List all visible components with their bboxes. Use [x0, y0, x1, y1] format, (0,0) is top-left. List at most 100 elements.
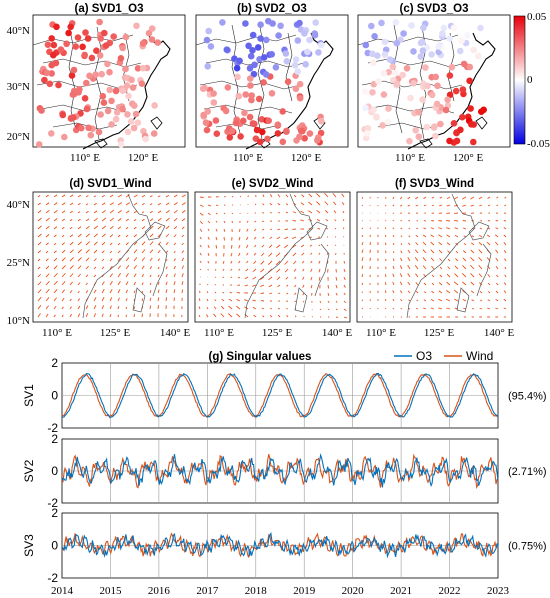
wind-vector [341, 202, 345, 206]
y-tick-label: -2 [47, 496, 58, 510]
wind-vector [423, 196, 427, 200]
wind-vector [77, 313, 81, 318]
wind-vector [487, 204, 491, 207]
wind-vector [486, 265, 491, 270]
wind-vector [85, 257, 90, 262]
station-point [446, 91, 454, 99]
station-point [41, 76, 48, 84]
wind-vector [310, 276, 313, 281]
wind-vector [455, 250, 459, 254]
wind-vector [400, 257, 403, 262]
station-point [315, 49, 322, 56]
wind-vector [165, 297, 168, 302]
wind-vector [206, 298, 209, 302]
wind-vector [149, 233, 154, 238]
station-point [292, 85, 300, 93]
sv-panel-2: -2 0 2 SV2 (2.71%) [22, 432, 547, 510]
wind-vector [392, 258, 395, 262]
station-point [203, 36, 211, 44]
wind-vector [446, 242, 451, 246]
wind-vector [334, 219, 337, 222]
wind-vector [157, 249, 161, 254]
wind-vector [504, 266, 507, 270]
wind-vector [69, 234, 74, 238]
hainan-outline [94, 138, 108, 149]
station-point [212, 117, 220, 124]
station-point [151, 102, 158, 109]
y-tick-label: 0 [51, 389, 58, 403]
hainan-outline [419, 138, 433, 149]
station-point [112, 87, 120, 95]
station-point [63, 40, 70, 48]
y-axis-label: SV3 [22, 534, 36, 557]
station-point [50, 51, 57, 59]
station-point [452, 87, 460, 95]
station-point [410, 80, 417, 87]
station-point [422, 64, 429, 71]
wind-vector [253, 236, 257, 240]
coastline [244, 193, 330, 319]
station-point [154, 39, 162, 46]
station-point [298, 127, 305, 135]
wind-vector [310, 268, 313, 273]
wind-vector [294, 300, 297, 303]
wind-vector [487, 196, 491, 199]
station-point [470, 138, 477, 146]
station-point [108, 97, 115, 105]
station-point [81, 51, 88, 59]
wind-vector [423, 299, 427, 302]
wind-vector [285, 211, 289, 214]
wind-vector [361, 249, 364, 254]
station-point [440, 24, 448, 32]
wind-vector [414, 257, 419, 262]
wind-vector [165, 266, 168, 270]
wind-vector [69, 226, 73, 230]
wind-vector [198, 314, 201, 318]
wind-vector [294, 284, 297, 288]
wind-vector [61, 265, 66, 270]
station-point [475, 52, 482, 60]
wind-vector [310, 260, 313, 264]
station-point [93, 47, 100, 54]
wind-vector [392, 234, 395, 238]
wind-vector [277, 203, 281, 206]
wind-vector [399, 204, 403, 207]
wind-vector [292, 244, 297, 248]
colorbar-gradient [513, 15, 526, 145]
wind-vector [141, 257, 146, 262]
station-point [446, 72, 454, 79]
wind-vector [308, 201, 313, 206]
wind-vector [407, 242, 411, 246]
wind-vector [276, 236, 281, 240]
wind-vector [504, 258, 507, 262]
wind-vector [109, 194, 114, 198]
wind-vector [392, 196, 395, 200]
wind-vector [141, 218, 145, 222]
station-point [124, 111, 131, 118]
wind-vector [77, 265, 82, 270]
wind-vector [495, 234, 499, 238]
wind-vector [438, 282, 443, 286]
station-point [205, 27, 212, 35]
wind-vector [93, 274, 97, 278]
wind-vector [415, 290, 419, 294]
wind-vector [392, 265, 395, 270]
wind-vector [488, 291, 491, 294]
wind-vector [415, 234, 419, 238]
station-point [432, 73, 440, 81]
wind-vector [414, 265, 419, 270]
wind-vector [109, 281, 113, 286]
wind-vector [141, 203, 145, 206]
wind-vector [327, 308, 330, 311]
station-point [108, 121, 115, 128]
station-point [148, 36, 156, 43]
wind-vector [285, 203, 289, 206]
wind-vector [317, 227, 321, 230]
wind-vector [246, 228, 249, 232]
wind-vector [270, 228, 273, 231]
station-point [457, 126, 464, 134]
wind-vector [165, 242, 169, 246]
station-point [296, 80, 304, 88]
x-tick-label: 2017 [196, 585, 219, 597]
wind-vector [503, 234, 507, 238]
